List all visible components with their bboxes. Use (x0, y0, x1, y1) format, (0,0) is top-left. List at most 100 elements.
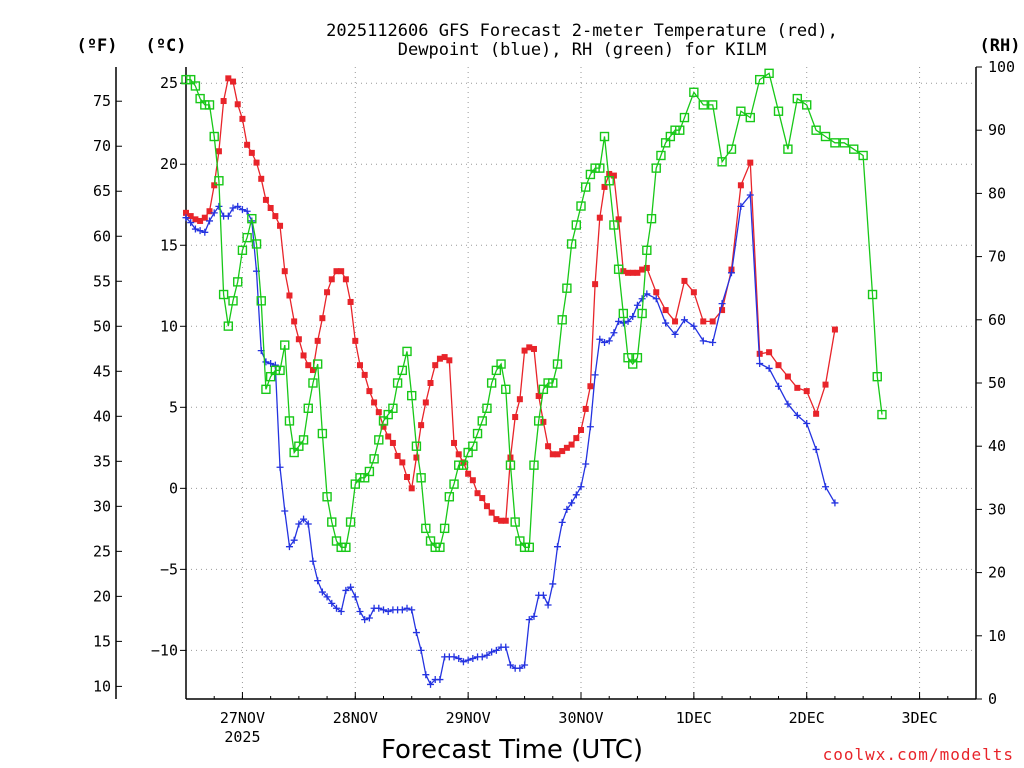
rh-point (275, 365, 285, 376)
dewpoint-point (483, 651, 491, 659)
temperature-point (408, 485, 415, 492)
dewpoint-point (196, 227, 204, 235)
rh-point (242, 232, 252, 243)
temperature-point (248, 149, 255, 156)
temperature-point (436, 355, 443, 362)
dewpoint-point (422, 671, 430, 679)
rh-point (689, 87, 699, 97)
temperature-point (338, 268, 345, 275)
temperature-point (451, 439, 458, 446)
rh-point (660, 138, 671, 148)
temperature-point (215, 148, 222, 155)
rh-point (820, 131, 831, 142)
rh-point (270, 365, 281, 376)
rh-point (665, 131, 676, 142)
rh-point (200, 100, 210, 110)
dewpoint-point (709, 338, 717, 346)
rh-point (529, 460, 539, 470)
f-tick-label: 35 (93, 452, 111, 470)
dewpoint-point (718, 300, 726, 308)
rh-point (590, 163, 600, 173)
rh-point (745, 112, 755, 123)
chart-title-line1: 2025112606 GFS Forecast 2-meter Temperat… (326, 21, 838, 41)
temperature-point (295, 336, 302, 343)
temperature-point (775, 362, 782, 369)
dewpoint-point (384, 607, 392, 615)
c-tick-label: −5 (160, 560, 178, 578)
rh-point (317, 428, 328, 439)
rh-tick-label: 10 (988, 627, 1006, 645)
temperature-point (493, 516, 500, 523)
temperature-point (413, 454, 420, 461)
temperature-point (333, 268, 340, 275)
temperature-point (262, 196, 269, 203)
f-tick-label: 30 (93, 497, 111, 515)
dewpoint-point (525, 616, 533, 624)
temperature-point (380, 423, 387, 430)
rh-point (190, 81, 201, 91)
rh-point (402, 346, 412, 357)
temperature-point (620, 268, 627, 275)
temperature-point (512, 414, 519, 421)
rh-point (764, 68, 774, 79)
temperature-point (385, 433, 392, 440)
rh-point (298, 435, 309, 445)
f-tick-label: 65 (93, 182, 111, 200)
rh-point (472, 428, 483, 439)
f-tick-label: 20 (93, 587, 111, 605)
temperature-point (230, 78, 237, 85)
temperature-point (709, 318, 716, 325)
temperature-point (371, 399, 378, 406)
dewpoint-point (572, 491, 580, 499)
f-tick-label: 45 (93, 362, 111, 380)
dewpoint-point (380, 606, 387, 614)
dewpoint-point (506, 661, 514, 669)
rh-point (604, 176, 614, 186)
temperature-point (211, 182, 218, 189)
rh-point (378, 416, 389, 426)
x-tick-label: 2DEC (789, 709, 825, 727)
rh-tick-label: 50 (988, 374, 1006, 392)
dewpoint-point (662, 319, 670, 327)
dewpoint-point (775, 382, 782, 390)
dewpoint-point (215, 202, 223, 210)
rh-point (303, 403, 313, 413)
dewpoint-point (765, 364, 773, 372)
dewpoint-point (492, 646, 500, 654)
rh-tick-label: 100 (988, 58, 1015, 76)
temperature-point (766, 349, 773, 356)
x-tick-label: 29NOV (446, 709, 491, 727)
dewpoint-point (568, 499, 576, 507)
temperature-point (474, 490, 481, 497)
temperature-point (399, 459, 406, 466)
rh-point (628, 359, 638, 369)
temperature-point (634, 269, 641, 276)
c-tick-label: 5 (169, 398, 178, 416)
rh-point (548, 378, 558, 388)
rh-point (327, 517, 337, 527)
rh-point (449, 479, 459, 489)
temperature-point (573, 435, 580, 442)
rh-point (289, 447, 299, 458)
rh-point (877, 409, 887, 420)
rh-point (566, 239, 577, 249)
rh-point (468, 441, 478, 451)
rh-point (294, 441, 304, 451)
temperature-point (309, 367, 316, 374)
dewpoint-point (285, 543, 293, 551)
rh-point (552, 359, 563, 369)
temperature-point (418, 422, 425, 429)
dewpoint-point (337, 607, 345, 615)
rh-point (345, 517, 356, 527)
dewpoint-point (582, 460, 590, 468)
rh-point (218, 289, 229, 300)
rh-point (251, 239, 262, 249)
temperature-point (375, 409, 382, 416)
x-tick-label: 3DEC (902, 709, 938, 727)
dewpoint-point (652, 295, 660, 303)
temperature-point (291, 318, 298, 325)
gridlines (186, 67, 976, 699)
dewpoint-point (553, 543, 561, 551)
c-tick-label: 15 (160, 236, 178, 254)
